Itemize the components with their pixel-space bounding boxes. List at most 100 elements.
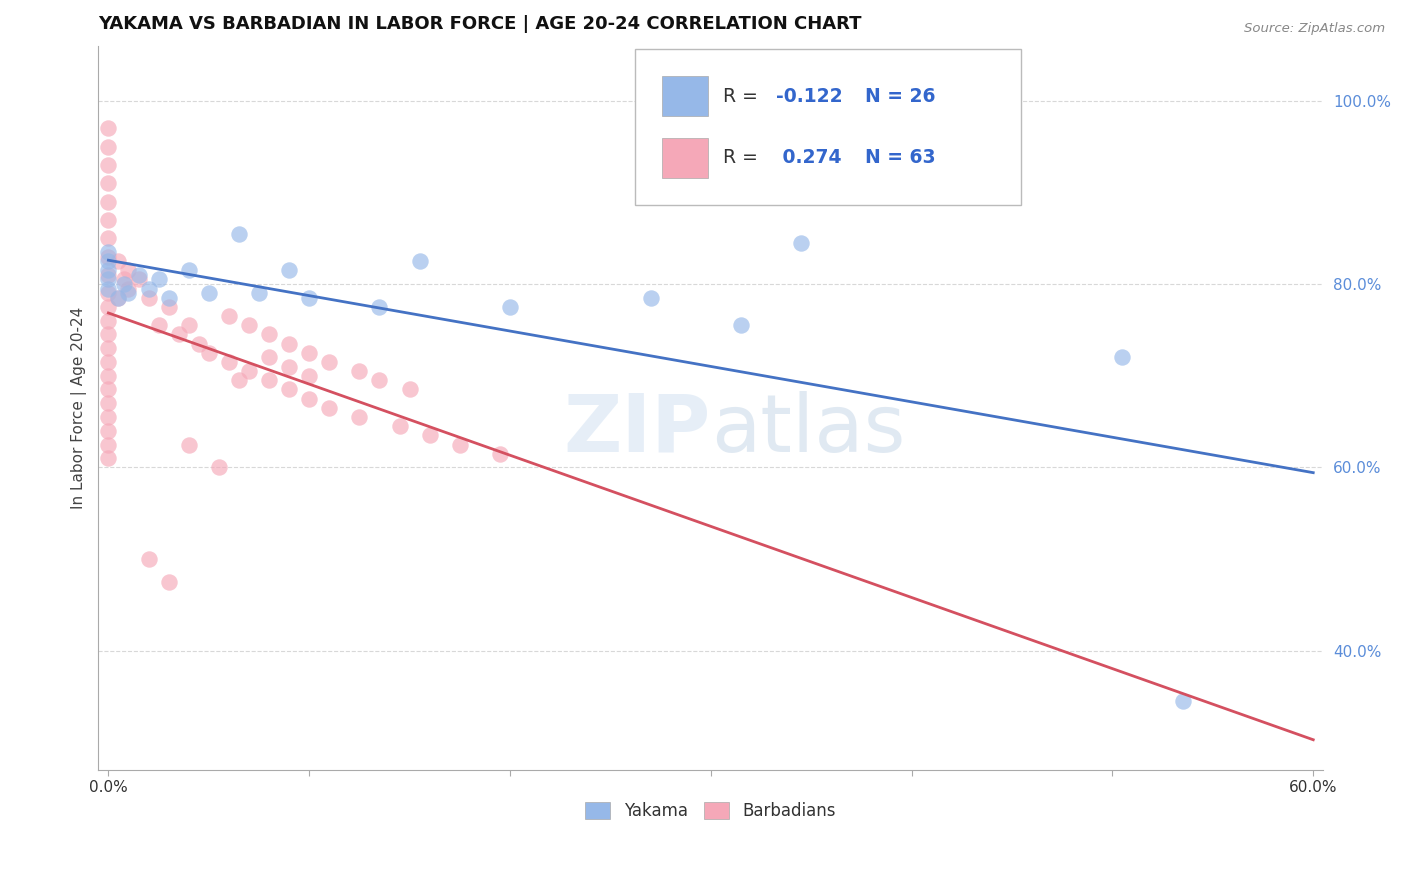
Point [97, 231, 120, 245]
Point [1171, 694, 1194, 708]
Point [97, 176, 120, 190]
Point [97, 383, 120, 397]
Point [278, 359, 301, 374]
Point [298, 291, 321, 305]
Point [489, 447, 512, 461]
Point [298, 392, 321, 406]
Text: YAKAMA VS BARBADIAN IN LABOR FORCE | AGE 20-24 CORRELATION CHART: YAKAMA VS BARBADIAN IN LABOR FORCE | AGE… [98, 15, 862, 33]
Point [157, 291, 180, 305]
Point [97, 341, 120, 355]
Point [318, 355, 340, 369]
Point [117, 286, 139, 301]
Point [97, 300, 120, 314]
Legend: Yakama, Barbadians: Yakama, Barbadians [579, 796, 844, 827]
Point [177, 263, 200, 277]
Point [97, 244, 120, 259]
Text: N = 63: N = 63 [865, 148, 936, 168]
Point [107, 254, 129, 268]
FancyBboxPatch shape [636, 49, 1021, 205]
Point [167, 327, 190, 342]
Point [97, 250, 120, 264]
Point [97, 368, 120, 383]
Point [228, 227, 250, 241]
Point [278, 263, 301, 277]
Text: ZIP: ZIP [564, 391, 711, 468]
Point [177, 318, 200, 333]
Y-axis label: In Labor Force | Age 20-24: In Labor Force | Age 20-24 [72, 307, 87, 509]
Point [247, 286, 270, 301]
Point [349, 364, 371, 378]
Point [114, 277, 136, 291]
Point [208, 460, 231, 475]
Text: N = 26: N = 26 [865, 87, 935, 106]
Point [97, 263, 120, 277]
Point [449, 437, 471, 451]
Point [499, 300, 522, 314]
Point [318, 401, 340, 415]
Point [128, 272, 150, 286]
Point [368, 300, 391, 314]
Point [730, 318, 752, 333]
Point [148, 318, 170, 333]
Point [419, 428, 441, 442]
Point [298, 346, 321, 360]
Point [388, 419, 411, 434]
Point [97, 286, 120, 301]
Point [138, 291, 160, 305]
Point [117, 282, 139, 296]
Text: R =: R = [723, 148, 763, 168]
Point [257, 327, 280, 342]
Point [228, 373, 250, 387]
Point [97, 212, 120, 227]
Point [97, 254, 120, 268]
Point [198, 286, 221, 301]
Point [97, 121, 120, 136]
Point [97, 451, 120, 466]
Point [408, 254, 430, 268]
Point [157, 575, 180, 590]
Point [790, 235, 813, 250]
Point [97, 314, 120, 328]
Point [257, 373, 280, 387]
Text: 0.274: 0.274 [776, 148, 841, 168]
Point [97, 282, 120, 296]
Text: R =: R = [723, 87, 763, 106]
Point [238, 364, 260, 378]
Point [97, 437, 120, 451]
Point [368, 373, 391, 387]
Point [148, 272, 170, 286]
Point [218, 355, 240, 369]
Point [640, 291, 662, 305]
Point [177, 437, 200, 451]
Point [1111, 351, 1133, 365]
Point [97, 194, 120, 209]
Point [298, 368, 321, 383]
Point [97, 139, 120, 153]
Point [257, 351, 280, 365]
Point [97, 355, 120, 369]
Point [198, 346, 221, 360]
Point [278, 383, 301, 397]
Text: -0.122: -0.122 [776, 87, 842, 106]
Point [97, 396, 120, 410]
Point [218, 309, 240, 323]
Point [107, 291, 129, 305]
Point [97, 424, 120, 438]
Point [97, 327, 120, 342]
Point [349, 409, 371, 424]
Point [187, 336, 209, 351]
Point [128, 268, 150, 282]
Bar [662, 77, 709, 116]
Point [97, 409, 120, 424]
Point [97, 272, 120, 286]
Point [138, 552, 160, 566]
Point [107, 291, 129, 305]
Bar [662, 138, 709, 178]
Point [97, 268, 120, 282]
Point [117, 263, 139, 277]
Text: atlas: atlas [711, 391, 905, 468]
Point [157, 300, 180, 314]
Point [238, 318, 260, 333]
Point [114, 272, 136, 286]
Point [138, 282, 160, 296]
